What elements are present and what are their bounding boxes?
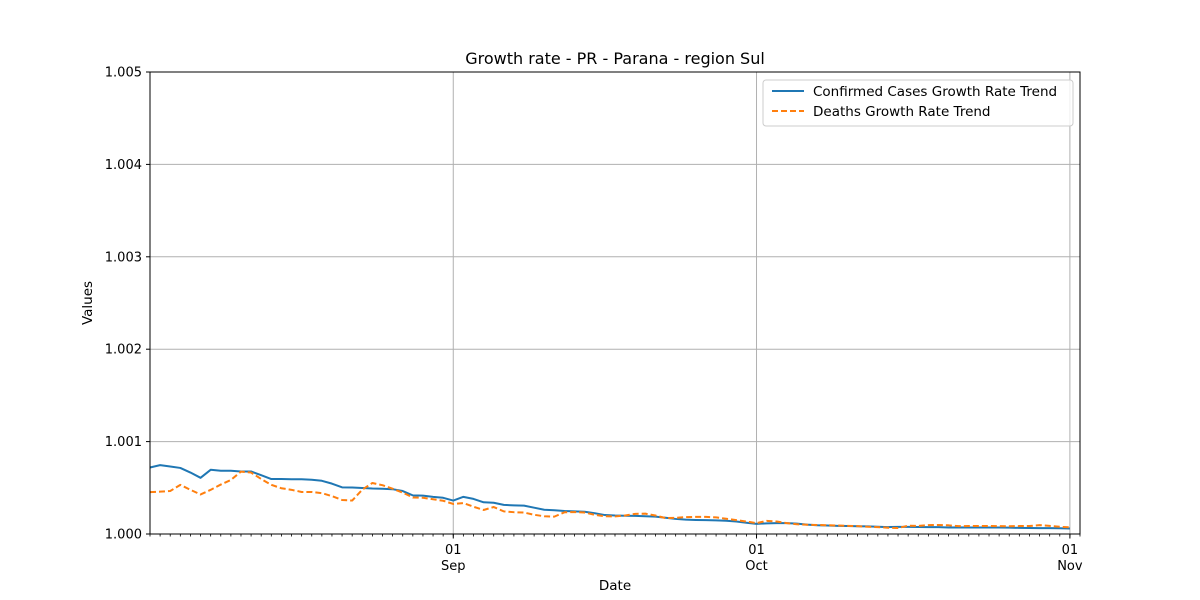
legend-label-deaths: Deaths Growth Rate Trend	[813, 104, 991, 120]
deaths-series-line	[149, 470, 1070, 529]
x-tick-label-month: Nov	[1057, 559, 1083, 574]
x-tick-label-day: 01	[1062, 543, 1079, 558]
x-axis-label: Date	[599, 578, 631, 594]
y-tick-label: 1.000	[105, 528, 142, 543]
y-axis: 1.000 1.001 1.002 1.003 1.004 1.005	[105, 66, 150, 543]
x-tick-label-day: 01	[748, 543, 765, 558]
y-tick-label: 1.002	[105, 343, 142, 358]
y-tick-label: 1.004	[105, 158, 142, 173]
x-tick-label-day: 01	[445, 543, 462, 558]
chart-title: Growth rate - PR - Parana - region Sul	[465, 49, 765, 68]
x-tick-label-month: Sep	[441, 559, 466, 574]
y-tick-label: 1.001	[105, 435, 142, 450]
series-lines	[149, 464, 1070, 530]
x-tick-label-month: Oct	[745, 559, 767, 574]
legend: Confirmed Cases Growth Rate Trend Deaths…	[762, 79, 1074, 127]
y-tick-label: 1.003	[105, 250, 142, 265]
legend-label-confirmed-cases: Confirmed Cases Growth Rate Trend	[813, 84, 1057, 100]
confirmed-cases-series-line	[149, 464, 1070, 530]
y-axis-label: Values	[80, 281, 96, 325]
y-tick-label: 1.005	[105, 66, 142, 81]
legend-box	[762, 79, 1074, 127]
